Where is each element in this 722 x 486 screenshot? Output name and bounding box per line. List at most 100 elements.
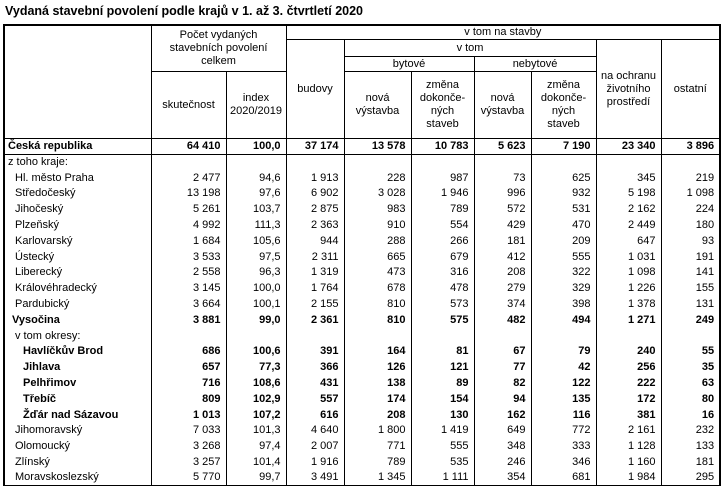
value-cell: 1 419 bbox=[410, 423, 475, 439]
value-cell: 1 764 bbox=[285, 280, 345, 297]
value-cell: 531 bbox=[530, 201, 597, 218]
value-cell: 162 bbox=[473, 407, 532, 424]
value-cell: 89 bbox=[410, 375, 475, 392]
table-row: Pardubický 3 664 100,1 2 155 810 573 374 398 1 3… bbox=[3, 296, 721, 313]
value-cell: 1 111 bbox=[410, 470, 475, 486]
value-cell: 809 bbox=[150, 391, 227, 408]
value-cell: 625 bbox=[530, 170, 597, 187]
value-cell: 657 bbox=[150, 359, 227, 376]
value-cell: 103,7 bbox=[225, 201, 287, 218]
value-cell: 2 875 bbox=[285, 201, 345, 218]
value-cell: 494 bbox=[530, 312, 597, 329]
value-cell: 209 bbox=[530, 233, 597, 250]
region-label: Středočeský bbox=[3, 186, 152, 202]
value-cell: 983 bbox=[343, 201, 412, 218]
value-cell: 101,4 bbox=[225, 454, 287, 471]
value-cell bbox=[595, 328, 662, 345]
value-cell: 108,6 bbox=[225, 375, 287, 392]
value-cell: 2 007 bbox=[285, 438, 345, 455]
table-row: Karlovarský 1 684 105,6 944 288 266 181 209 647 9… bbox=[3, 233, 721, 250]
value-cell: 910 bbox=[343, 217, 412, 234]
header-residential-new: nová výstavba bbox=[343, 71, 412, 139]
table-row: Třebíč 809 102,9 557 174 154 94 135 172 80 bbox=[3, 391, 721, 408]
value-cell: 473 bbox=[343, 265, 412, 281]
value-cell bbox=[150, 328, 227, 345]
value-cell: 107,2 bbox=[225, 407, 287, 424]
value-cell: 94 bbox=[473, 391, 532, 408]
value-cell: 3 268 bbox=[150, 438, 227, 455]
page-title: Vydaná stavební povolení podle krajů v 1… bbox=[5, 4, 364, 18]
value-cell: 219 bbox=[660, 170, 721, 187]
value-cell: 2 361 bbox=[285, 312, 345, 329]
value-cell: 3 881 bbox=[150, 312, 227, 329]
value-cell: 429 bbox=[473, 217, 532, 234]
header-non-residential: nebytové bbox=[473, 56, 597, 72]
region-label: Žďár nad Sázavou bbox=[3, 407, 152, 424]
value-cell: 555 bbox=[530, 249, 597, 266]
region-label: Česká republika bbox=[3, 138, 152, 155]
value-cell: 37 174 bbox=[285, 138, 345, 155]
header-region-corner bbox=[3, 24, 152, 139]
region-label: Pelhřimov bbox=[3, 375, 152, 392]
value-cell: 77 bbox=[473, 359, 532, 376]
value-cell: 789 bbox=[410, 201, 475, 218]
value-cell: 678 bbox=[343, 280, 412, 297]
region-label: Havlíčkův Brod bbox=[3, 344, 152, 360]
value-cell: 2 558 bbox=[150, 265, 227, 281]
value-cell: 3 257 bbox=[150, 454, 227, 471]
header-of-which: v tom bbox=[343, 39, 597, 57]
header-residential-change: změna dokonče- ných staveb bbox=[410, 71, 475, 139]
value-cell: 1 345 bbox=[343, 470, 412, 486]
value-cell: 3 145 bbox=[150, 280, 227, 297]
value-cell: 374 bbox=[473, 296, 532, 313]
region-label: Třebíč bbox=[3, 391, 152, 408]
value-cell: 131 bbox=[660, 296, 721, 313]
value-cell: 16 bbox=[660, 407, 721, 424]
value-cell: 1 378 bbox=[595, 296, 662, 313]
value-cell: 573 bbox=[410, 296, 475, 313]
value-cell: 1 031 bbox=[595, 249, 662, 266]
value-cell: 345 bbox=[595, 170, 662, 187]
region-label: Moravskoslezský bbox=[3, 470, 152, 486]
value-cell: 1 013 bbox=[150, 407, 227, 424]
region-label: Liberecký bbox=[3, 265, 152, 281]
value-cell: 155 bbox=[660, 280, 721, 297]
header-buildings: budovy bbox=[285, 39, 345, 139]
table-row: v tom okresy: bbox=[3, 328, 721, 345]
value-cell bbox=[660, 328, 721, 345]
table-row: Ústecký 3 533 97,5 2 311 665 679 412 555 1 031 19… bbox=[3, 249, 721, 266]
value-cell: 96,3 bbox=[225, 265, 287, 281]
region-label: Královéhradecký bbox=[3, 280, 152, 297]
value-cell: 2 363 bbox=[285, 217, 345, 234]
header-actual: skutečnost bbox=[150, 71, 227, 139]
value-cell bbox=[410, 328, 475, 345]
value-cell: 99,7 bbox=[225, 470, 287, 486]
value-cell: 4 992 bbox=[150, 217, 227, 234]
region-label: Jihočeský bbox=[3, 201, 152, 218]
value-cell: 1 916 bbox=[285, 454, 345, 471]
value-cell: 1 913 bbox=[285, 170, 345, 187]
value-cell bbox=[660, 154, 721, 171]
value-cell: 130 bbox=[410, 407, 475, 424]
table-row: Olomoucký 3 268 97,4 2 007 771 555 348 333 1 128… bbox=[3, 438, 721, 455]
value-cell: 771 bbox=[343, 438, 412, 455]
value-cell: 64 410 bbox=[150, 138, 227, 155]
value-cell: 246 bbox=[473, 454, 532, 471]
value-cell: 222 bbox=[595, 375, 662, 392]
value-cell: 557 bbox=[285, 391, 345, 408]
header-total-permits: Počet vydaných stavebních povolení celke… bbox=[150, 24, 287, 72]
value-cell: 121 bbox=[410, 359, 475, 376]
value-cell: 13 578 bbox=[343, 138, 412, 155]
table-row: Jihomoravský 7 033 101,3 4 640 1 800 1 419 649… bbox=[3, 423, 721, 439]
table-row: Hl. město Praha 2 477 94,6 1 913 228 987 73 625… bbox=[3, 170, 721, 187]
table-row: Plzeňský 4 992 111,3 2 363 910 554 429 470 2 449… bbox=[3, 217, 721, 234]
value-cell: 172 bbox=[595, 391, 662, 408]
header-residential: bytové bbox=[343, 56, 475, 72]
value-cell: 256 bbox=[595, 359, 662, 376]
value-cell: 105,6 bbox=[225, 233, 287, 250]
value-cell: 1 098 bbox=[660, 186, 721, 202]
value-cell: 391 bbox=[285, 344, 345, 360]
value-cell: 100,6 bbox=[225, 344, 287, 360]
table-row: Jihlava 657 77,3 366 126 121 77 42 256 35 bbox=[3, 359, 721, 376]
table-row: Zlínský 3 257 101,4 1 916 789 535 246 346 1 160 1… bbox=[3, 454, 721, 471]
